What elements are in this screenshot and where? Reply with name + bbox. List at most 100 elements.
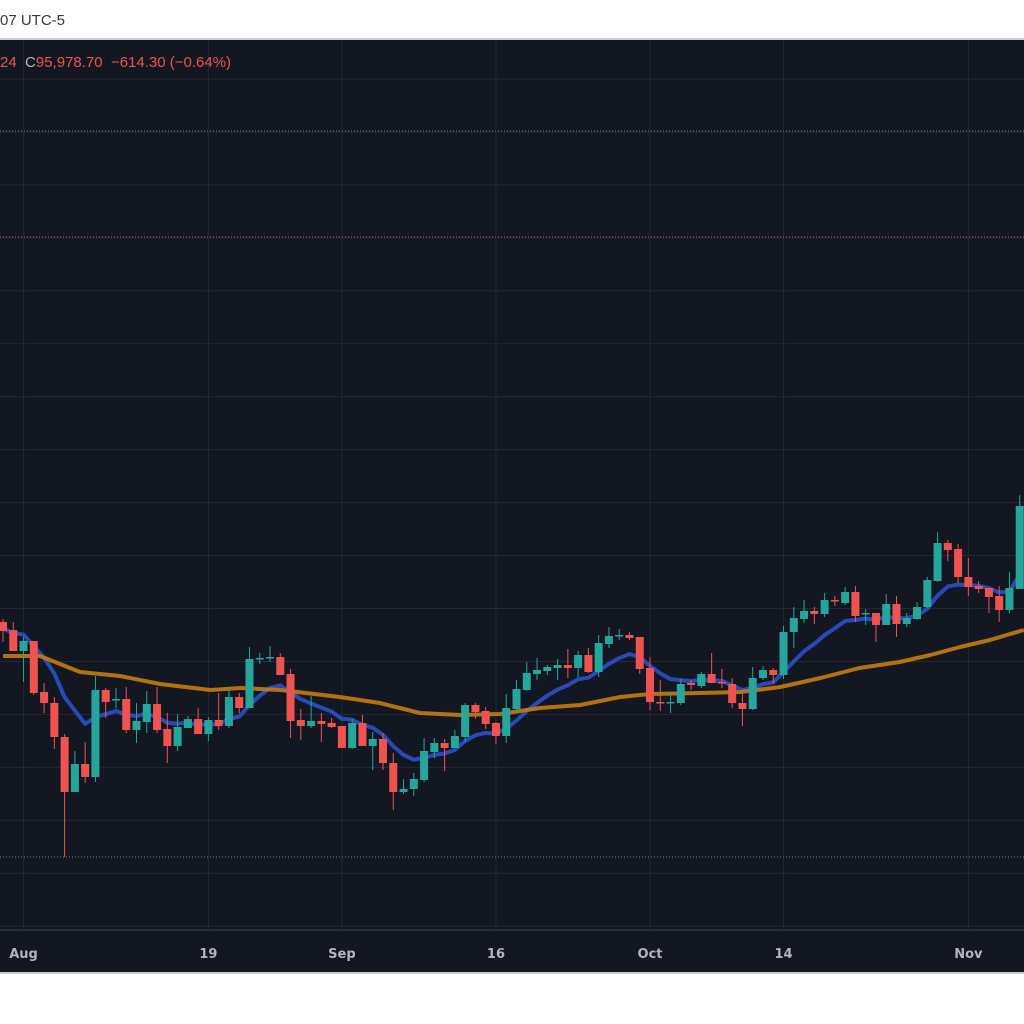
candle-up bbox=[1015, 495, 1024, 589]
candle-down bbox=[9, 622, 18, 651]
candle-body bbox=[91, 690, 100, 777]
candle-up bbox=[430, 738, 439, 758]
candle-down bbox=[646, 657, 655, 710]
candle-body bbox=[635, 637, 644, 669]
candle-body bbox=[871, 613, 880, 625]
candle-up bbox=[913, 602, 922, 620]
candle-body bbox=[286, 674, 295, 721]
candle-body bbox=[820, 600, 829, 614]
candle-body bbox=[687, 683, 696, 685]
candle-down bbox=[440, 739, 449, 771]
candle-body bbox=[50, 703, 59, 737]
candle-up bbox=[604, 627, 613, 648]
candle-body bbox=[913, 607, 922, 619]
candle-down bbox=[728, 678, 737, 708]
candle-up bbox=[882, 594, 891, 625]
candle-body bbox=[533, 670, 542, 674]
candle-body bbox=[574, 655, 583, 668]
chart-canvas[interactable]: Aug 19 Sep 16 Oct 14 Nov bbox=[0, 40, 1024, 972]
candle-body bbox=[348, 723, 357, 748]
candle-up bbox=[132, 703, 141, 743]
ma_fast-line bbox=[2, 573, 1022, 762]
candle-body bbox=[974, 586, 983, 589]
candle-body bbox=[440, 743, 449, 748]
candle-down bbox=[296, 709, 305, 740]
candle-body bbox=[841, 592, 850, 603]
candle-body bbox=[173, 727, 182, 746]
ma_slow-line bbox=[3, 628, 1024, 717]
candle-body bbox=[851, 592, 860, 616]
change-value: −614.30 (−0.64%) bbox=[110, 54, 232, 71]
candle-up bbox=[399, 779, 408, 794]
candle-up bbox=[933, 532, 942, 582]
candle-body bbox=[358, 723, 367, 746]
bottom-area bbox=[0, 972, 1024, 1024]
top-bar: 07 UTC-5 bbox=[0, 0, 1024, 40]
time-axis-label: 14 bbox=[774, 947, 792, 962]
candle-up bbox=[615, 629, 624, 640]
candle-body bbox=[194, 719, 203, 734]
time-axis-label: 19 bbox=[199, 947, 217, 962]
price-chart[interactable]: Aug 19 Sep 16 Oct 14 Nov bbox=[0, 40, 1024, 972]
candle-body bbox=[543, 667, 552, 671]
candle-body bbox=[707, 674, 716, 683]
candle-body bbox=[132, 721, 141, 730]
candle-up bbox=[409, 773, 418, 796]
candle-body bbox=[471, 705, 480, 712]
candle-body bbox=[0, 622, 7, 631]
candle-up bbox=[789, 607, 798, 648]
candle-down bbox=[871, 613, 880, 642]
candle-body bbox=[810, 611, 819, 614]
candle-body bbox=[317, 721, 326, 724]
candle-up bbox=[800, 600, 809, 623]
candle-up bbox=[758, 666, 767, 680]
candle-up bbox=[368, 732, 377, 770]
candle-down bbox=[194, 708, 203, 734]
candle-body bbox=[748, 678, 757, 709]
candle-up bbox=[245, 647, 254, 708]
legend-prev-fragment: 24 bbox=[0, 54, 17, 71]
candle-up bbox=[70, 751, 79, 792]
candle-down bbox=[810, 607, 819, 624]
candle-up bbox=[502, 694, 511, 743]
candle-body bbox=[420, 751, 429, 780]
candle-up bbox=[676, 679, 685, 705]
candle-down bbox=[491, 722, 500, 744]
candle-body bbox=[738, 703, 747, 709]
candle-body bbox=[954, 549, 963, 577]
candle-body bbox=[111, 699, 120, 701]
candle-down bbox=[378, 733, 387, 770]
candle-body bbox=[307, 721, 316, 726]
time-axis-label: Nov bbox=[954, 947, 983, 962]
candle-body bbox=[266, 657, 275, 659]
candle-body bbox=[522, 673, 531, 690]
candle-down bbox=[214, 693, 223, 730]
candle-body bbox=[943, 543, 952, 550]
candle-body bbox=[861, 613, 870, 615]
candle-body bbox=[625, 635, 634, 638]
candle-body bbox=[163, 729, 172, 746]
candle-body bbox=[430, 743, 439, 752]
candle-body bbox=[604, 636, 613, 644]
candle-up bbox=[111, 688, 120, 708]
candle-down bbox=[40, 683, 49, 713]
candle-down bbox=[358, 715, 367, 746]
grid bbox=[0, 40, 1024, 930]
candle-up bbox=[266, 646, 275, 662]
candle-body bbox=[933, 543, 942, 581]
candle-body bbox=[296, 720, 305, 726]
timezone-label: 07 UTC-5 bbox=[0, 12, 66, 29]
candle-up bbox=[522, 662, 531, 691]
candle-body bbox=[553, 665, 562, 668]
candle-body bbox=[491, 723, 500, 736]
candle-down bbox=[337, 726, 346, 748]
candle-down bbox=[286, 669, 295, 738]
candle-up bbox=[533, 658, 542, 680]
candle-body bbox=[389, 763, 398, 792]
candle-down bbox=[984, 588, 993, 613]
candle-down bbox=[769, 668, 778, 684]
candle-up bbox=[173, 714, 182, 751]
candle-down bbox=[60, 734, 69, 857]
candle-body bbox=[923, 580, 932, 607]
candle-up bbox=[861, 609, 870, 625]
